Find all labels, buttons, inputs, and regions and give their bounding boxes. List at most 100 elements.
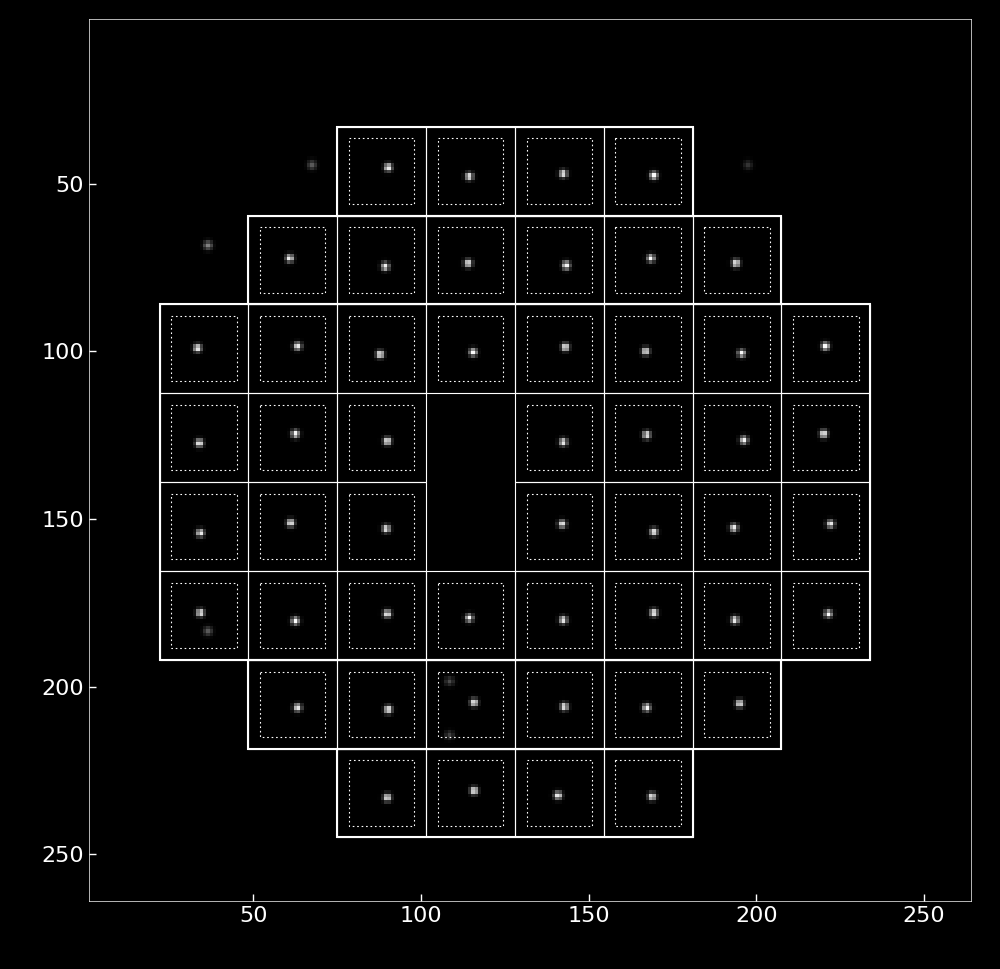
Bar bbox=[438, 672, 503, 736]
Bar bbox=[615, 672, 681, 736]
Bar bbox=[260, 582, 325, 648]
Bar bbox=[337, 749, 426, 837]
Bar bbox=[248, 660, 337, 749]
Bar bbox=[781, 393, 870, 482]
Bar bbox=[527, 582, 592, 648]
Bar bbox=[260, 494, 325, 559]
Bar bbox=[527, 672, 592, 736]
Bar bbox=[527, 761, 592, 826]
Bar bbox=[793, 316, 859, 382]
Bar bbox=[349, 228, 414, 293]
Bar bbox=[527, 494, 592, 559]
Bar bbox=[248, 215, 337, 304]
Bar bbox=[426, 215, 515, 304]
Bar bbox=[527, 139, 592, 203]
Bar bbox=[248, 482, 337, 571]
Bar bbox=[604, 215, 693, 304]
Bar bbox=[793, 582, 859, 648]
Bar bbox=[704, 405, 770, 470]
Bar bbox=[693, 571, 781, 660]
Bar bbox=[693, 304, 781, 393]
Bar bbox=[337, 660, 426, 749]
Bar bbox=[260, 228, 325, 293]
Bar bbox=[704, 228, 770, 293]
Bar bbox=[349, 672, 414, 736]
Bar bbox=[781, 571, 870, 660]
Bar bbox=[781, 482, 870, 571]
Bar bbox=[693, 482, 781, 571]
Bar bbox=[438, 761, 503, 826]
Bar bbox=[693, 215, 781, 304]
Bar bbox=[349, 405, 414, 470]
Bar bbox=[160, 482, 248, 571]
Bar bbox=[527, 228, 592, 293]
Bar bbox=[426, 571, 515, 660]
Bar bbox=[337, 749, 693, 837]
Bar bbox=[171, 494, 237, 559]
Bar bbox=[337, 215, 426, 304]
Bar bbox=[515, 660, 604, 749]
Bar bbox=[171, 405, 237, 470]
Bar bbox=[171, 582, 237, 648]
Bar bbox=[349, 761, 414, 826]
Bar bbox=[426, 660, 515, 749]
Bar bbox=[604, 571, 693, 660]
Bar bbox=[337, 482, 426, 571]
Bar bbox=[515, 393, 604, 482]
Bar bbox=[515, 304, 604, 393]
Bar bbox=[337, 127, 693, 215]
Bar bbox=[615, 761, 681, 826]
Bar bbox=[438, 228, 503, 293]
Bar bbox=[704, 582, 770, 648]
Bar bbox=[349, 582, 414, 648]
Bar bbox=[604, 127, 693, 215]
Bar bbox=[615, 582, 681, 648]
Bar bbox=[160, 304, 248, 393]
Bar bbox=[604, 482, 693, 571]
Bar bbox=[781, 304, 870, 393]
Bar bbox=[704, 672, 770, 736]
Bar bbox=[704, 316, 770, 382]
Bar bbox=[248, 304, 337, 393]
Bar bbox=[337, 571, 426, 660]
Bar bbox=[337, 304, 426, 393]
Bar bbox=[438, 139, 503, 203]
Bar bbox=[438, 316, 503, 382]
Bar bbox=[615, 494, 681, 559]
Bar bbox=[527, 316, 592, 382]
Bar bbox=[527, 405, 592, 470]
Bar bbox=[615, 405, 681, 470]
Bar bbox=[349, 139, 414, 203]
Bar bbox=[793, 494, 859, 559]
Bar bbox=[337, 127, 426, 215]
Bar bbox=[260, 405, 325, 470]
Bar bbox=[615, 228, 681, 293]
Bar bbox=[793, 405, 859, 470]
Bar bbox=[248, 571, 337, 660]
Bar bbox=[693, 660, 781, 749]
Bar bbox=[426, 304, 515, 393]
Bar bbox=[438, 582, 503, 648]
Bar bbox=[248, 660, 781, 749]
Bar bbox=[160, 393, 248, 482]
Bar bbox=[260, 672, 325, 736]
Bar bbox=[515, 215, 604, 304]
Bar bbox=[604, 660, 693, 749]
Bar bbox=[248, 393, 337, 482]
Bar bbox=[349, 316, 414, 382]
Bar bbox=[615, 139, 681, 203]
Bar bbox=[160, 571, 248, 660]
Bar bbox=[693, 393, 781, 482]
Bar bbox=[171, 316, 237, 382]
Bar bbox=[260, 316, 325, 382]
Bar bbox=[515, 482, 604, 571]
Bar bbox=[615, 316, 681, 382]
Bar bbox=[515, 127, 604, 215]
Bar bbox=[604, 304, 693, 393]
Bar bbox=[515, 571, 604, 660]
Bar bbox=[426, 749, 515, 837]
Bar bbox=[248, 215, 781, 304]
Bar bbox=[604, 749, 693, 837]
Bar bbox=[604, 393, 693, 482]
Bar bbox=[426, 127, 515, 215]
